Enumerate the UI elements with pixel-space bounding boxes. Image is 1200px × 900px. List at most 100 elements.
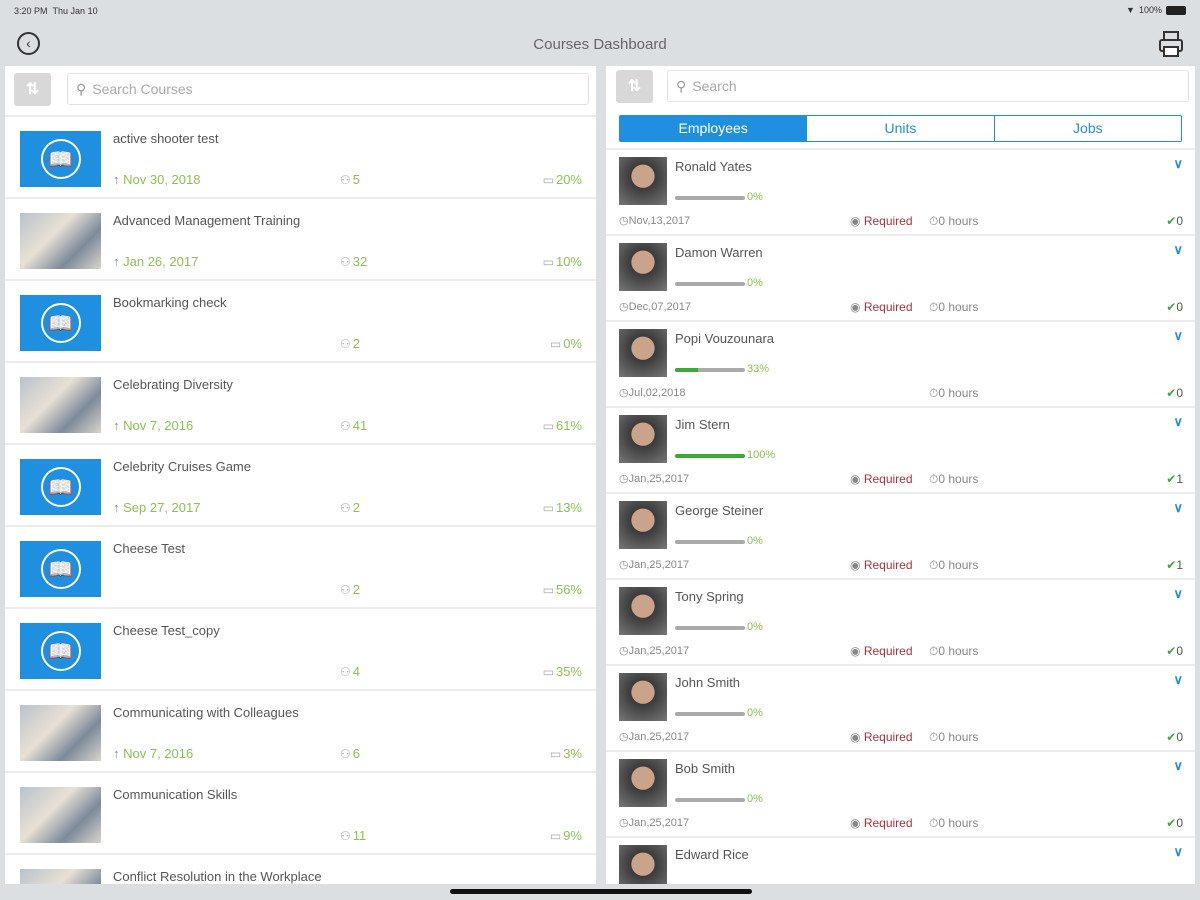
course-title: Cheese Test <box>113 541 186 556</box>
employee-row[interactable]: Edward Rice ∨ <box>606 838 1195 884</box>
employee-row[interactable]: Popi Vouzounara ∨ 33% ◷Jul,02,2018 ⏱0 ho… <box>606 322 1195 408</box>
avatar <box>619 329 667 377</box>
progress-bar <box>675 712 745 716</box>
employee-name: Jim Stern <box>675 417 730 432</box>
course-title: Celebrity Cruises Game <box>113 459 251 474</box>
courses-panel: ⇅ ⚲ Search Courses 📖 active shooter test … <box>5 66 596 884</box>
course-date: ↑ Nov 7, 2016 <box>113 746 194 761</box>
course-row[interactable]: 📖 active shooter test ↑ Nov 30, 2018 ⚇ 5 … <box>5 117 596 199</box>
tab-bar: Employees Units Jobs <box>619 115 1182 142</box>
course-date: ↑ Nov 7, 2016 <box>113 418 194 433</box>
hours: ⏱0 hours <box>929 386 979 400</box>
progress-icon: ▭ <box>549 747 562 761</box>
course-thumbnail: 📖 <box>20 131 101 187</box>
course-row[interactable]: 📖 Celebrity Cruises Game ↑ Sep 27, 2017 … <box>5 445 596 527</box>
status-time: 3:20 PM Thu Jan 10 <box>14 6 98 16</box>
completed-count: ✔0 <box>1166 816 1183 830</box>
calendar-icon: ◷ <box>619 301 629 313</box>
required-badge: ◉ Required <box>850 644 913 658</box>
employee-name: John Smith <box>675 675 741 690</box>
course-row[interactable]: Celebrating Diversity ↑ Nov 7, 2016 ⚇ 41 … <box>5 363 596 445</box>
search-icon: ⚲ <box>676 78 687 94</box>
chevron-down-icon[interactable]: ∨ <box>1173 844 1183 859</box>
course-title: Communication Skills <box>113 787 238 802</box>
stopwatch-icon: ⏱ <box>929 472 939 486</box>
progress-icon: ▭ <box>542 419 554 433</box>
book-icon: 📖 <box>40 139 81 179</box>
sort-button[interactable]: ⇅ <box>616 70 653 103</box>
course-row[interactable]: 📖 Bookmarking check ⚇ 2 ▭ 0% <box>5 281 596 363</box>
course-thumbnail: 📖 <box>20 623 101 679</box>
course-title: Advanced Management Training <box>113 213 301 228</box>
back-button[interactable]: ‹ <box>17 32 40 55</box>
course-row[interactable]: Advanced Management Training ↑ Jan 26, 2… <box>5 199 596 281</box>
completed-count: ✔1 <box>1166 472 1183 486</box>
printer-icon[interactable] <box>1158 30 1184 58</box>
calendar-icon: ◷ <box>619 645 629 657</box>
progress-bar <box>675 282 745 286</box>
tab-employees[interactable]: Employees <box>620 116 807 141</box>
completed-count: ✔0 <box>1166 214 1183 228</box>
course-thumbnail <box>20 869 101 884</box>
employee-row[interactable]: Bob Smith ∨ 0% ◷Jan,25,2017 ◉ Required ⏱… <box>606 752 1195 838</box>
required-badge: ◉ Required <box>850 816 913 830</box>
required-icon: ◉ <box>850 214 861 228</box>
hours: ⏱0 hours <box>929 730 979 744</box>
check-clock-icon: ✔ <box>1166 386 1177 400</box>
completed-count: ✔1 <box>1166 558 1183 572</box>
course-thumbnail <box>20 705 101 761</box>
course-progress: ▭ 0% <box>549 336 582 351</box>
progress-bar <box>675 454 745 458</box>
chevron-down-icon[interactable]: ∨ <box>1173 156 1183 171</box>
employee-row[interactable]: Ronald Yates ∨ 0% ◷Nov,13,2017 ◉ Require… <box>606 150 1195 236</box>
required-badge: ◉ Required <box>850 730 913 744</box>
course-row[interactable]: Communication Skills ⚇ 11 ▭ 9% <box>5 773 596 855</box>
chevron-down-icon[interactable]: ∨ <box>1173 758 1183 773</box>
employee-row[interactable]: Tony Spring ∨ 0% ◷Jan,25,2017 ◉ Required… <box>606 580 1195 666</box>
course-row[interactable]: Communicating with Colleagues ↑ Nov 7, 2… <box>5 691 596 773</box>
chevron-down-icon[interactable]: ∨ <box>1173 414 1183 429</box>
chevron-down-icon[interactable]: ∨ <box>1173 586 1183 601</box>
users-icon: ⚇ <box>340 829 351 843</box>
tab-jobs[interactable]: Jobs <box>993 116 1181 141</box>
progress-percent: 0% <box>747 191 763 203</box>
battery-percent: 100% <box>1138 5 1162 15</box>
required-icon: ◉ <box>850 644 861 658</box>
pin-icon: ↑ <box>113 418 120 433</box>
employee-row[interactable]: George Steiner ∨ 0% ◷Jan,25,2017 ◉ Requi… <box>606 494 1195 580</box>
chevron-down-icon[interactable]: ∨ <box>1173 672 1183 687</box>
course-thumbnail: 📖 <box>20 459 101 515</box>
progress-percent: 100% <box>747 449 776 461</box>
course-row[interactable]: 📖 Cheese Test ⚇ 2 ▭ 56% <box>5 527 596 609</box>
employee-row[interactable]: Jim Stern ∨ 100% ◷Jan,25,2017 ◉ Required… <box>606 408 1195 494</box>
progress-percent: 0% <box>747 621 763 633</box>
users-icon: ⚇ <box>340 501 351 515</box>
pin-icon: ↑ <box>113 746 120 761</box>
course-members: ⚇ 32 <box>340 254 368 269</box>
search-icon: ⚲ <box>76 81 87 97</box>
employee-row[interactable]: John Smith ∨ 0% ◷Jan,25,2017 ◉ Required … <box>606 666 1195 752</box>
employee-row[interactable]: Damon Warren ∨ 0% ◷Dec,07,2017 ◉ Require… <box>606 236 1195 322</box>
chevron-down-icon[interactable]: ∨ <box>1173 242 1183 257</box>
course-members: ⚇ 4 <box>340 664 360 679</box>
course-row[interactable]: Conflict Resolution in the Workplace <box>5 855 596 884</box>
users-icon: ⚇ <box>340 583 351 597</box>
course-row[interactable]: 📖 Cheese Test_copy ⚇ 4 ▭ 35% <box>5 609 596 691</box>
search-input[interactable]: ⚲ Search <box>667 70 1189 102</box>
course-progress: ▭ 35% <box>542 664 582 679</box>
hours: ⏱0 hours <box>929 300 979 314</box>
avatar <box>619 243 667 291</box>
progress-icon: ▭ <box>542 665 554 679</box>
completed-count: ✔0 <box>1166 644 1183 658</box>
users-icon: ⚇ <box>340 665 351 679</box>
required-badge: ◉ Required <box>850 472 913 486</box>
search-courses-input[interactable]: ⚲ Search Courses <box>67 73 589 105</box>
chevron-down-icon[interactable]: ∨ <box>1173 500 1183 515</box>
calendar-icon: ◷ <box>619 473 629 485</box>
required-icon: ◉ <box>850 730 861 744</box>
check-clock-icon: ✔ <box>1166 558 1177 572</box>
sort-button[interactable]: ⇅ <box>14 73 51 106</box>
chevron-down-icon[interactable]: ∨ <box>1173 328 1183 343</box>
tab-units[interactable]: Units <box>806 116 993 141</box>
users-icon: ⚇ <box>340 747 351 761</box>
